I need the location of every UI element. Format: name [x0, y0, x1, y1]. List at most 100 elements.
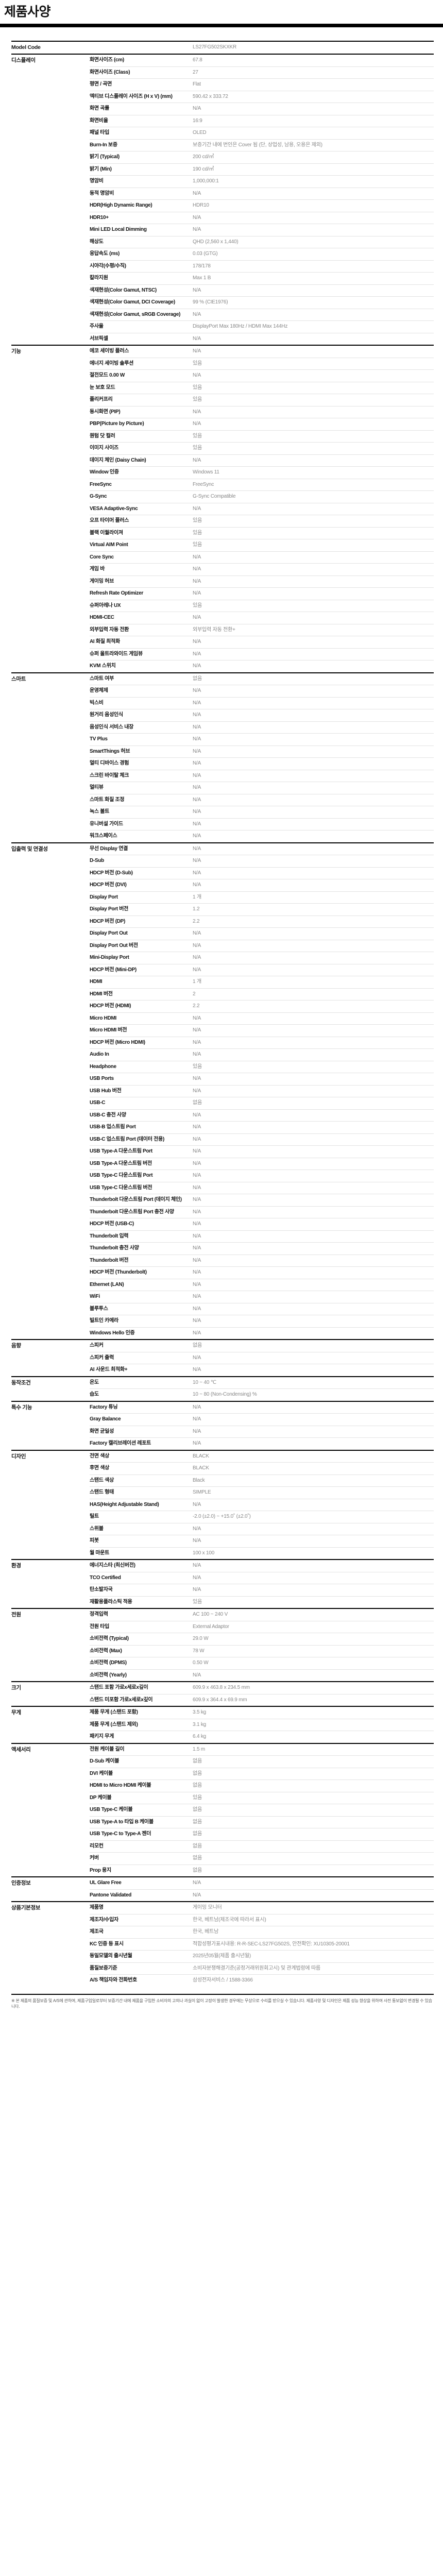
spec-row-label: 소비전력 (Yearly) — [90, 1669, 193, 1682]
spec-row-value: N/A — [193, 709, 434, 722]
spec-row-value: N/A — [193, 1364, 434, 1377]
table-row: HDMI 1 개 — [11, 976, 434, 989]
spec-row-value: N/A — [193, 1084, 434, 1097]
spec-row-label: HDMI — [90, 976, 193, 989]
spec-row-value: N/A — [193, 952, 434, 964]
table-row: 에너지 세이빙 솔루션 있음 — [11, 357, 434, 370]
table-row: 시야각(수평/수직) 178/178 — [11, 260, 434, 273]
table-row: 밝기 (Typical) 200 cd/㎡ — [11, 151, 434, 164]
table-row: 액세서리 전원 케이블 길이 1.5 m — [11, 1742, 434, 1877]
spec-row-label: 명암비 — [90, 175, 193, 188]
spec-row-value: 0.03 (GTG) — [193, 248, 434, 261]
spec-row-value: N/A — [193, 1437, 434, 1450]
spec-row-value: -2.0 (±2.0) ~ +15.0˚ (±2.0˚) — [193, 1511, 434, 1523]
spec-row-label: 제조자/수입자 — [90, 1913, 193, 1926]
table-row: 탄소발자국 N/A — [11, 1584, 434, 1597]
spec-row-label: 음성인식 서비스 내장 — [90, 721, 193, 734]
spec-row-value: 적합성평가표시내용: R-R-SEC-LS27FG502S, 안전확인: XU1… — [193, 1938, 434, 1951]
table-row: Display Port Out N/A — [11, 927, 434, 940]
spec-row-label: 빅스비 — [90, 697, 193, 709]
spec-row-value: 있음 — [193, 381, 434, 394]
spec-row-label: Thunderbolt 다운스트림 Port 충전 사양 — [90, 1206, 193, 1218]
spec-row-value: 있음 — [193, 1060, 434, 1073]
spec-row-value: 29.0 W — [193, 1633, 434, 1646]
spec-row-label: 퀀텀 닷 컬러 — [90, 430, 193, 443]
table-row: USB Type-C 다운스트림 Port N/A — [11, 1170, 434, 1182]
spec-row-label: HDMI 버전 — [90, 988, 193, 1001]
spec-row-label: 탄소발자국 — [90, 1584, 193, 1597]
spec-row-value: 1 개 — [193, 976, 434, 989]
spec-row-value: 삼성전자서비스 / 1588-3366 — [193, 1974, 434, 1987]
table-row: 블랙 이퀄라이져 있음 — [11, 527, 434, 539]
model-code-label: Model Code — [11, 40, 193, 55]
spec-row-value: 없음 — [193, 1828, 434, 1841]
spec-row-label: 스탠드 미포함 가로x세로x깊이 — [90, 1693, 193, 1707]
spec-row-label: USB-B 업스트림 Port — [90, 1121, 193, 1134]
spec-row-label: 월 마운트 — [90, 1547, 193, 1560]
table-row: Ethernet (LAN) N/A — [11, 1278, 434, 1291]
spec-row-value: N/A — [193, 612, 434, 624]
table-row: 화면사이즈 (Class) 27 — [11, 66, 434, 79]
table-row: 디자인 전면 색상 BLACK — [11, 1449, 434, 1560]
table-row: 입출력 및 연결성 무선 Display 연결 N/A — [11, 842, 434, 1340]
spec-row-label: 스탠드 색상 — [90, 1474, 193, 1487]
spec-row-label: Factory 튜닝 — [90, 1400, 193, 1414]
spec-row-label: 정격입력 — [90, 1608, 193, 1621]
spec-row-label: 색재현성(Color Gamut, sRGB Coverage) — [90, 308, 193, 321]
spec-group-label: 디자인 — [11, 1449, 90, 1560]
spec-row-label: 화면사이즈 (cm) — [90, 54, 193, 67]
table-row: DVI 케이블 없음 — [11, 1767, 434, 1780]
table-row: Prop 용지 없음 — [11, 1864, 434, 1877]
spec-row-label: 전원 타입 — [90, 1620, 193, 1633]
spec-row-value: N/A — [193, 1669, 434, 1682]
page-title: 제품사양 — [4, 5, 51, 19]
table-row: 플리커프리 있음 — [11, 394, 434, 406]
table-row: 밝기 (Min) 190 cd/㎡ — [11, 163, 434, 176]
spec-row-label: 스마트 화질 조정 — [90, 793, 193, 806]
spec-row-value: 609.9 x 364.4 x 69.9 mm — [193, 1693, 434, 1707]
spec-row-value: 없음 — [193, 1780, 434, 1792]
table-row: Virtual AIM Point 있음 — [11, 539, 434, 552]
spec-row-value: 1.5 m — [193, 1742, 434, 1756]
table-row: USB Type-C 케이블 없음 — [11, 1804, 434, 1817]
spec-row-value: HDR10 — [193, 199, 434, 212]
table-row: 품질보증기준 소비자분쟁해결기준(공정거래위원회고시) 및 관계법령에 따름 — [11, 1962, 434, 1975]
spec-row-value: N/A — [193, 927, 434, 940]
spec-row-value: N/A — [193, 575, 434, 588]
table-row: 엑티브 디스플레이 사이즈 (H x V) (mm) 590.42 x 333.7… — [11, 90, 434, 103]
spec-row-label: HAS(Height Adjustable Stand) — [90, 1498, 193, 1511]
spec-row-value: OLED — [193, 127, 434, 140]
spec-row-value: N/A — [193, 806, 434, 819]
table-row: Display Port 1 개 — [11, 891, 434, 904]
table-row: KC 인증 등 표시 적합성평가표시내용: R-R-SEC-LS27FG502S,… — [11, 1938, 434, 1951]
spec-row-label: 무선 Display 연결 — [90, 842, 193, 855]
table-row: 외부입력 자동 전환 외부입력 자동 전환+ — [11, 623, 434, 636]
spec-row-value: N/A — [193, 1327, 434, 1340]
spec-row-label: HDCP 버전 (Micro HDMI) — [90, 1036, 193, 1049]
table-row: HDR10+ N/A — [11, 211, 434, 224]
table-row: 동시화면 (PIP) N/A — [11, 405, 434, 418]
table-row: HDCP 버전 (HDMI) 2.2 — [11, 1000, 434, 1013]
table-row: 멀티 디바이스 경험 N/A — [11, 757, 434, 770]
spec-row-value: 있음 — [193, 357, 434, 370]
spec-row-value: N/A — [193, 1571, 434, 1584]
spec-row-value: 없음 — [193, 1804, 434, 1817]
spec-row-value: N/A — [193, 1315, 434, 1328]
table-row: USB Type-A 다운스트림 버전 N/A — [11, 1157, 434, 1170]
spec-row-value: 590.42 x 333.72 — [193, 90, 434, 103]
table-row: 블루투스 N/A — [11, 1302, 434, 1315]
table-row: Headphone 있음 — [11, 1060, 434, 1073]
table-row: FreeSync FreeSync — [11, 478, 434, 491]
spec-row-value: N/A — [193, 1109, 434, 1122]
spec-row-value: 보증기간 내에 번인은 Cover 됨 (단, 상업성, 남용, 오용은 제외) — [193, 139, 434, 151]
table-row: Factory 캘리브레이션 레포트 N/A — [11, 1437, 434, 1450]
table-row: HDR(High Dynamic Range) HDR10 — [11, 199, 434, 212]
spec-row-value: 78 W — [193, 1645, 434, 1657]
table-row: HDCP 버전 (USB-C) N/A — [11, 1218, 434, 1231]
spec-row-label: 색재현성(Color Gamut, DCI Coverage) — [90, 296, 193, 309]
spec-row-label: 온도 — [90, 1376, 193, 1389]
spec-row-value: 있음 — [193, 430, 434, 443]
spec-row-value: N/A — [193, 1254, 434, 1267]
table-row: 색재현성(Color Gamut, DCI Coverage) 99 % (CIE… — [11, 296, 434, 309]
spec-row-label: 블루투스 — [90, 1302, 193, 1315]
